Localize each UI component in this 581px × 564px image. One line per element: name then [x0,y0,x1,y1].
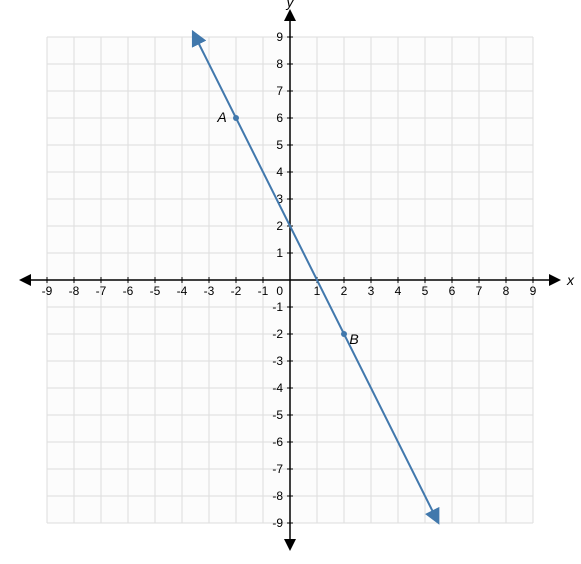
y-tick-label: 4 [276,165,283,179]
y-axis-label: y [286,0,295,10]
point-a [233,115,239,121]
y-tick-label: 6 [276,111,283,125]
chart-svg: -9 -8 -7 -6 -5 -4 -3 -2 -1 1 2 3 4 5 6 7 8 9 -9 -8 -7 -6 -5 -4 -… [0,0,581,564]
x-tick-label: -1 [258,284,269,298]
x-tick-label: -8 [69,284,80,298]
y-tick-label: 9 [276,30,283,44]
x-tick-label: -4 [177,284,188,298]
coordinate-plane-chart: -9 -8 -7 -6 -5 -4 -3 -2 -1 1 2 3 4 5 6 7 8 9 -9 -8 -7 -6 -5 -4 -… [0,0,581,564]
y-tick-label: -5 [272,408,283,422]
x-tick-label: -3 [204,284,215,298]
x-axis-label: x [566,272,575,288]
y-tick-label: -6 [272,435,283,449]
y-tick-label: 8 [276,57,283,71]
x-tick-label: 2 [341,284,348,298]
x-tick-label: -5 [150,284,161,298]
y-tick-label: 1 [276,246,283,260]
y-tick-label: 2 [276,219,283,233]
x-tick-label: 5 [422,284,429,298]
y-tick-label: -7 [272,462,283,476]
y-tick-label: 7 [276,84,283,98]
x-tick-label: 6 [449,284,456,298]
origin-label: 0 [276,284,283,298]
y-tick-label: 5 [276,138,283,152]
y-tick-label: -4 [272,381,283,395]
y-tick-label: -9 [272,516,283,530]
y-tick-label: -3 [272,354,283,368]
y-tick-label: -2 [272,327,283,341]
x-tick-label: 8 [503,284,510,298]
point-label-a: A [216,109,226,125]
x-tick-label: 4 [395,284,402,298]
x-tick-label: 3 [368,284,375,298]
x-tick-label: -2 [231,284,242,298]
x-tick-label: -6 [123,284,134,298]
point-label-b: B [349,331,358,347]
x-tick-label: -7 [96,284,107,298]
x-tick-label: 7 [476,284,483,298]
y-tick-label: -1 [272,300,283,314]
x-tick-label: 9 [530,284,537,298]
point-b [341,331,347,337]
x-tick-label: -9 [42,284,53,298]
y-tick-label: -8 [272,489,283,503]
